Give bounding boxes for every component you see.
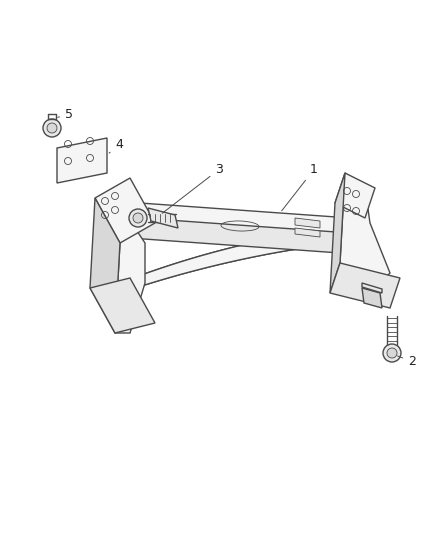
Polygon shape (330, 173, 345, 293)
Polygon shape (57, 138, 107, 183)
Polygon shape (130, 203, 350, 238)
Circle shape (387, 348, 397, 358)
Polygon shape (130, 218, 350, 253)
Polygon shape (95, 178, 155, 243)
Circle shape (383, 344, 401, 362)
Polygon shape (148, 208, 178, 228)
Text: 4: 4 (109, 138, 123, 153)
Polygon shape (115, 228, 145, 333)
Polygon shape (362, 288, 382, 308)
Polygon shape (362, 283, 382, 293)
Polygon shape (335, 173, 375, 218)
Polygon shape (90, 198, 120, 333)
Text: 5: 5 (58, 108, 73, 121)
Circle shape (133, 213, 143, 223)
Circle shape (129, 209, 147, 227)
Polygon shape (295, 218, 320, 228)
Circle shape (47, 123, 57, 133)
Circle shape (43, 119, 61, 137)
Polygon shape (295, 228, 320, 237)
Polygon shape (90, 278, 155, 333)
Polygon shape (340, 173, 390, 283)
Polygon shape (120, 228, 340, 293)
Polygon shape (330, 263, 400, 308)
Text: 1: 1 (282, 163, 318, 211)
Text: 2: 2 (398, 355, 416, 368)
Text: 3: 3 (162, 163, 223, 213)
